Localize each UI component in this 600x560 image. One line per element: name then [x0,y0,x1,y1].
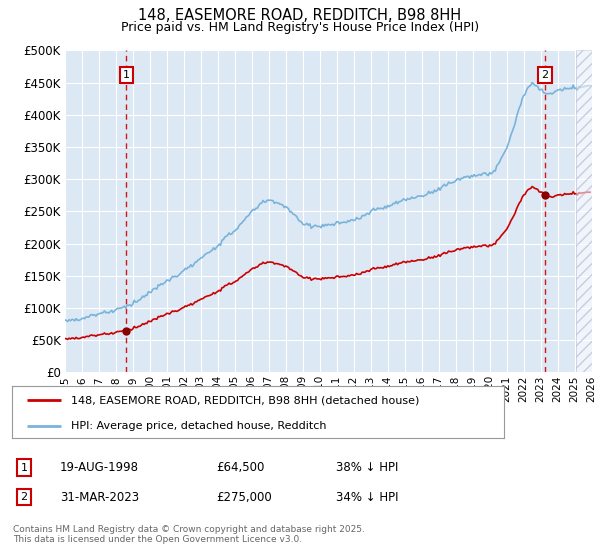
Text: 2: 2 [541,70,548,80]
Text: 19-AUG-1998: 19-AUG-1998 [60,461,139,474]
Text: Contains HM Land Registry data © Crown copyright and database right 2025.
This d: Contains HM Land Registry data © Crown c… [13,525,365,544]
Text: £275,000: £275,000 [216,491,272,504]
Text: HPI: Average price, detached house, Redditch: HPI: Average price, detached house, Redd… [71,421,326,431]
Text: 34% ↓ HPI: 34% ↓ HPI [336,491,398,504]
Text: £64,500: £64,500 [216,461,265,474]
Text: 31-MAR-2023: 31-MAR-2023 [60,491,139,504]
Text: 1: 1 [20,463,28,473]
Text: Price paid vs. HM Land Registry's House Price Index (HPI): Price paid vs. HM Land Registry's House … [121,21,479,34]
Text: 148, EASEMORE ROAD, REDDITCH, B98 8HH (detached house): 148, EASEMORE ROAD, REDDITCH, B98 8HH (d… [71,395,419,405]
Text: 2: 2 [20,492,28,502]
Bar [576,50,593,372]
Text: 148, EASEMORE ROAD, REDDITCH, B98 8HH: 148, EASEMORE ROAD, REDDITCH, B98 8HH [139,8,461,24]
Text: 1: 1 [123,70,130,80]
Text: 38% ↓ HPI: 38% ↓ HPI [336,461,398,474]
